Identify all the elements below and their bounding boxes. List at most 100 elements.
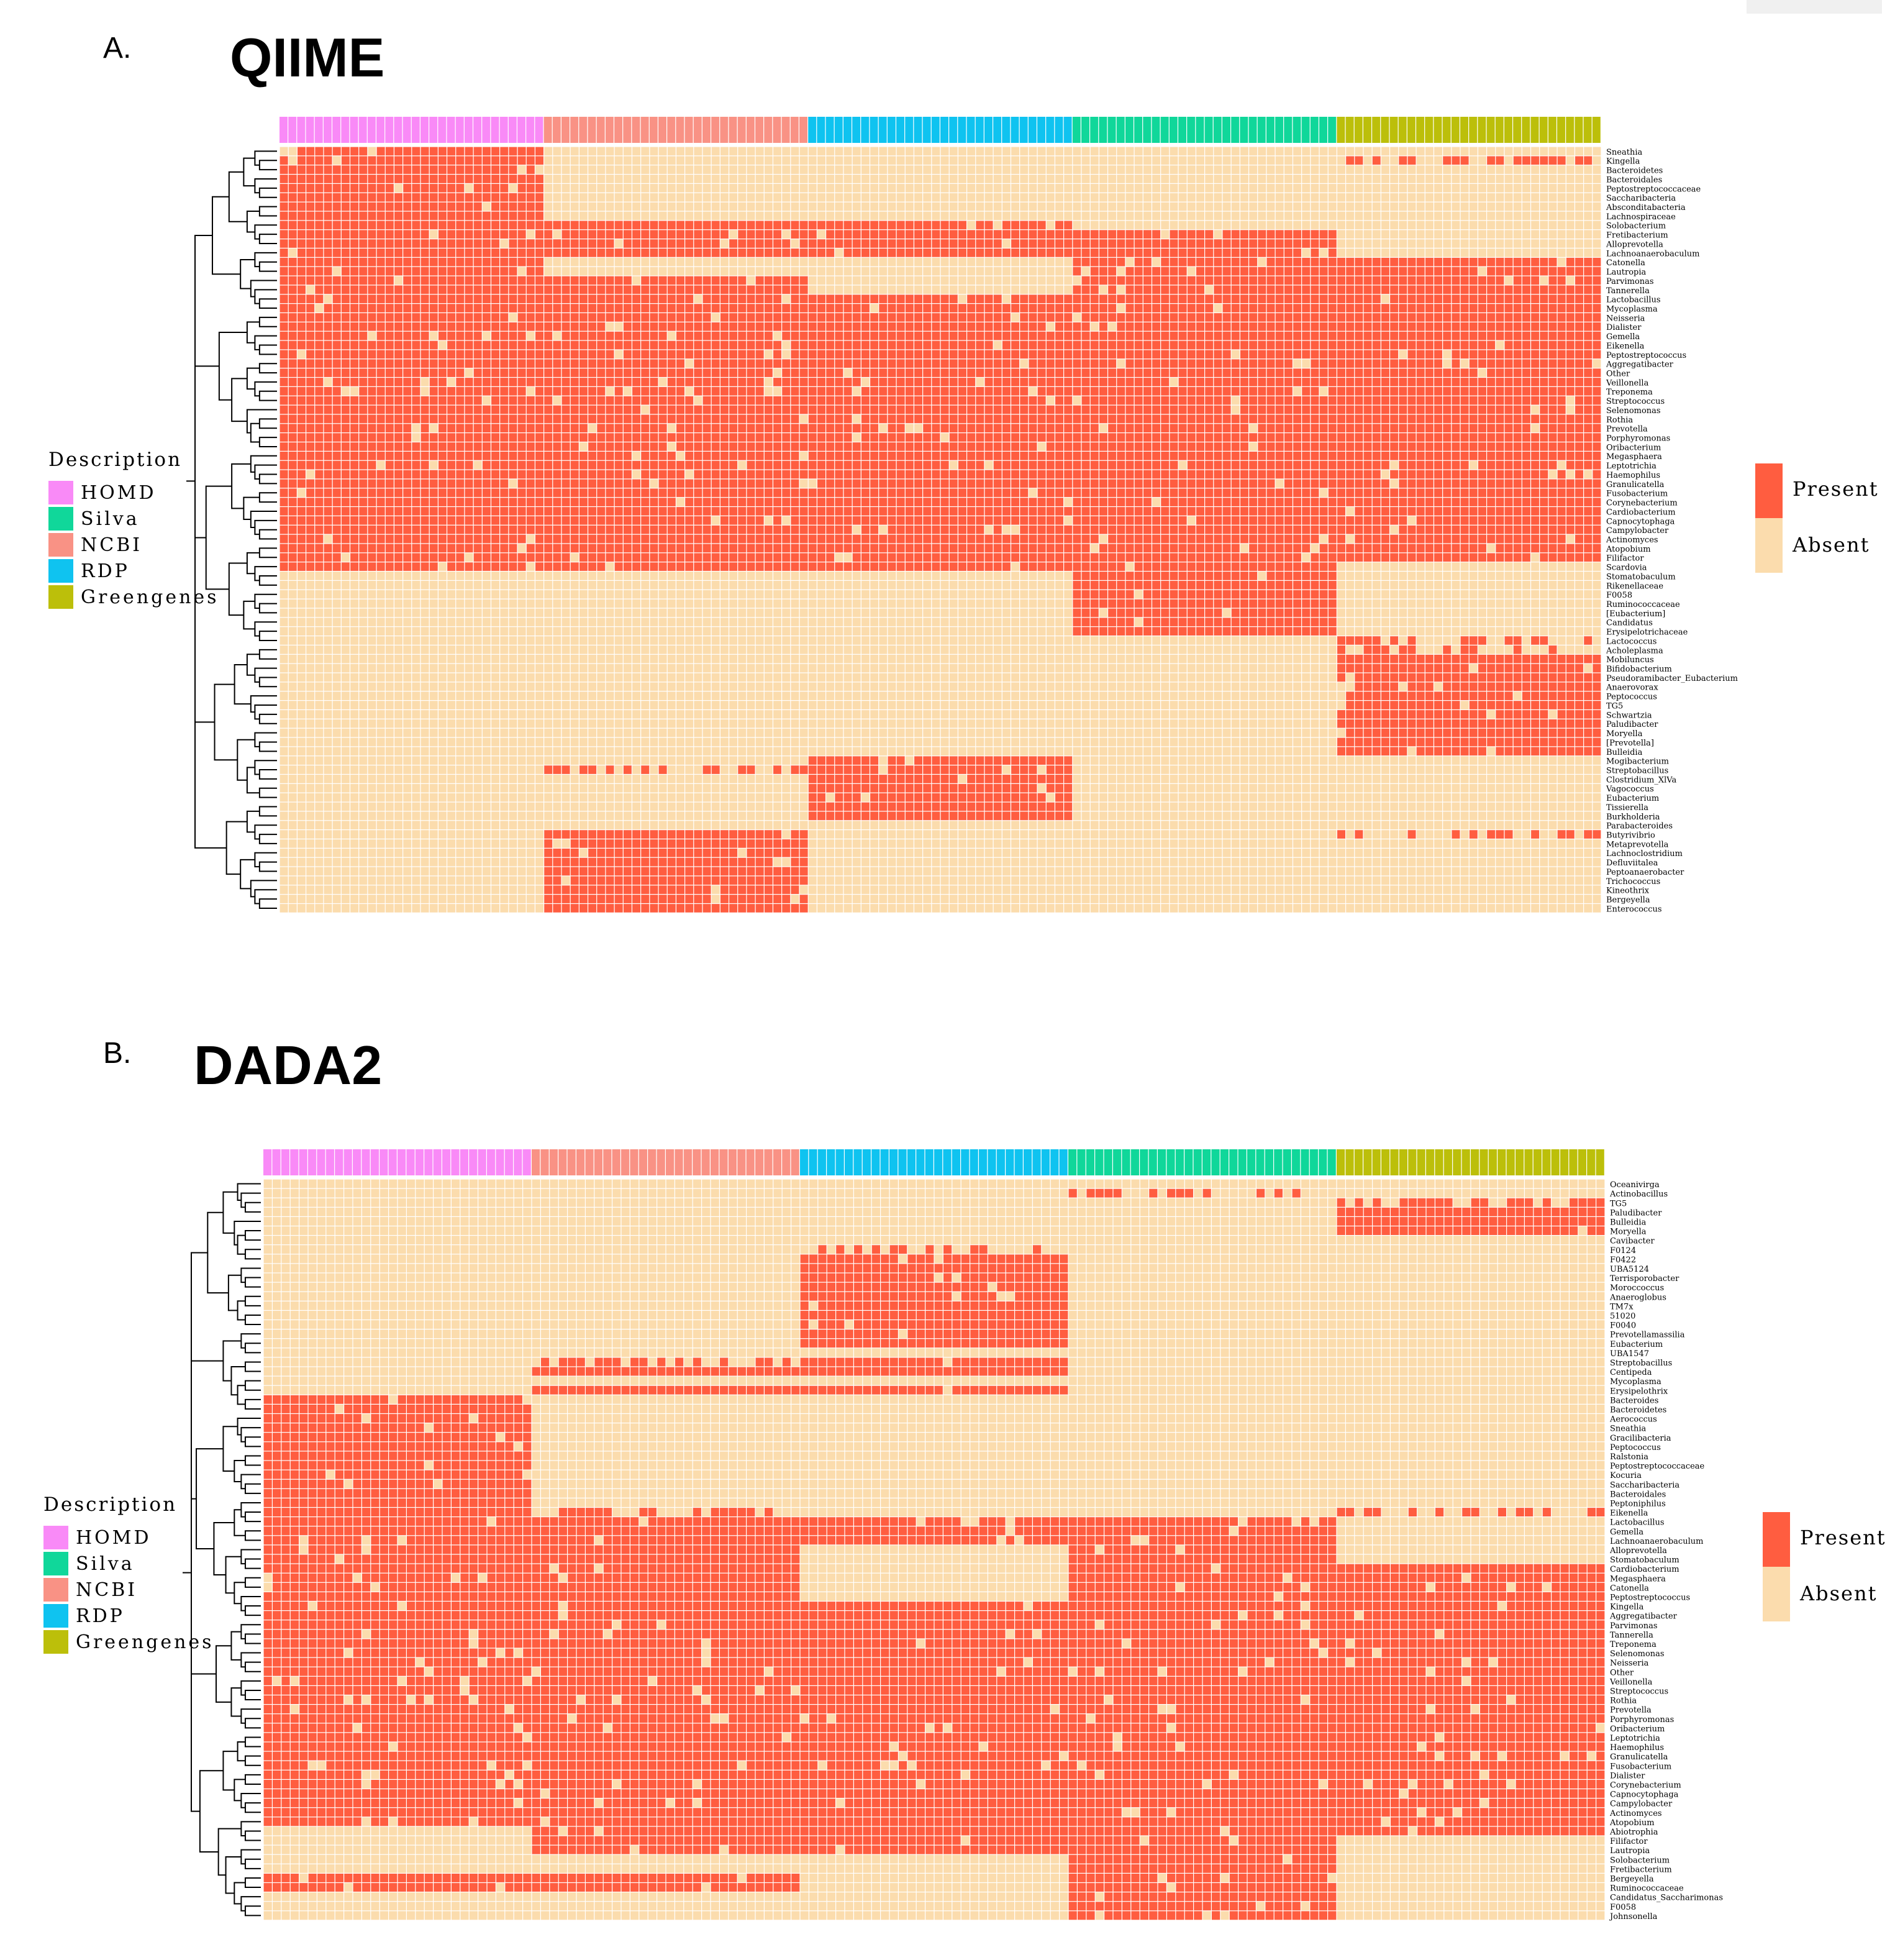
cell-absent [1134, 202, 1143, 211]
cell-absent [870, 193, 879, 202]
cell-absent [1504, 165, 1513, 174]
cell-present [597, 294, 606, 304]
cell-absent [1381, 248, 1389, 257]
cell-absent [932, 175, 940, 183]
cell-present [1496, 313, 1504, 322]
cell-present [429, 368, 438, 377]
cell-present [843, 340, 852, 350]
cell-present [1487, 405, 1496, 414]
cell-present [1214, 276, 1222, 285]
cell-present [729, 386, 738, 396]
cell-present [923, 322, 932, 331]
cell-present [1548, 350, 1557, 359]
cell-present [1372, 340, 1381, 350]
cell-present [1593, 433, 1601, 442]
cell-present [1575, 313, 1584, 322]
cell-absent [1452, 175, 1460, 183]
cell-present [676, 221, 684, 230]
cell-present [1046, 433, 1055, 442]
cell-present [1011, 424, 1020, 433]
cell-present [738, 340, 747, 350]
cell-present [1372, 331, 1381, 340]
cell-present [429, 165, 438, 174]
cell-absent [1178, 184, 1187, 193]
cell-present [958, 386, 966, 396]
cell-absent [1187, 267, 1196, 276]
cell-present [438, 193, 447, 202]
annotation-cell [843, 117, 852, 143]
cell-present [1134, 350, 1143, 359]
cell-present [412, 239, 420, 248]
cell-absent [896, 276, 905, 285]
cell-present [685, 313, 694, 322]
cell-present [923, 386, 932, 396]
cell-present [755, 248, 764, 257]
cell-present [500, 304, 509, 312]
cell-present [1222, 433, 1231, 442]
cell-present [843, 396, 852, 405]
cell-absent [905, 211, 914, 221]
cell-absent [1090, 147, 1099, 156]
cell-absent [606, 165, 614, 174]
cell-present [297, 285, 306, 294]
cell-present [535, 267, 543, 276]
cell-absent [1399, 230, 1407, 239]
cell-present [1390, 414, 1399, 424]
cell-absent [1311, 156, 1319, 165]
cell-absent [1540, 165, 1548, 174]
cell-present [1178, 368, 1187, 377]
cell-absent [1390, 147, 1399, 156]
cell-absent [1029, 193, 1037, 202]
cell-absent [808, 202, 817, 211]
cell-present [861, 405, 870, 414]
annotation-cell [905, 117, 914, 143]
cell-present [341, 331, 350, 340]
cell-present [412, 193, 420, 202]
cell-present [852, 350, 861, 359]
cell-absent [1363, 230, 1372, 239]
cell-present [1187, 340, 1196, 350]
cell-absent [1478, 165, 1486, 174]
cell-present [1487, 156, 1496, 165]
cell-present [702, 239, 711, 248]
cell-absent [1566, 184, 1575, 193]
cell-absent [1557, 165, 1566, 174]
cell-present [1478, 433, 1486, 442]
cell-absent [984, 276, 993, 285]
cell-absent [606, 175, 614, 183]
cell-present [288, 202, 297, 211]
cell-absent [1249, 193, 1258, 202]
cell-present [1319, 414, 1328, 424]
cell-present [1099, 359, 1107, 368]
cell-present [579, 340, 588, 350]
cell-absent [896, 257, 905, 267]
cell-absent [1593, 359, 1601, 368]
cell-absent [870, 211, 879, 221]
cell-present [359, 147, 368, 156]
cell-absent [888, 257, 896, 267]
cell-present [465, 424, 473, 433]
cell-present [658, 424, 667, 433]
cell-present [1178, 424, 1187, 433]
cell-present [473, 433, 482, 442]
cell-present [1258, 313, 1266, 322]
cell-present [420, 313, 429, 322]
annotation-cell [1284, 117, 1293, 143]
cell-present [835, 322, 843, 331]
cell-present [1496, 304, 1504, 312]
cell-absent [685, 257, 694, 267]
cell-absent [1575, 165, 1584, 174]
cell-absent [1311, 147, 1319, 156]
cell-present [1002, 405, 1011, 414]
annotation-cell [1152, 117, 1160, 143]
cell-present [993, 350, 1002, 359]
cell-present [535, 386, 543, 396]
cell-present [729, 221, 738, 230]
cell-present [306, 331, 315, 340]
cell-present [799, 313, 808, 322]
cell-present [429, 322, 438, 331]
cell-present [438, 202, 447, 211]
cell-present [553, 405, 561, 414]
cell-absent [940, 165, 949, 174]
cell-present [1134, 386, 1143, 396]
